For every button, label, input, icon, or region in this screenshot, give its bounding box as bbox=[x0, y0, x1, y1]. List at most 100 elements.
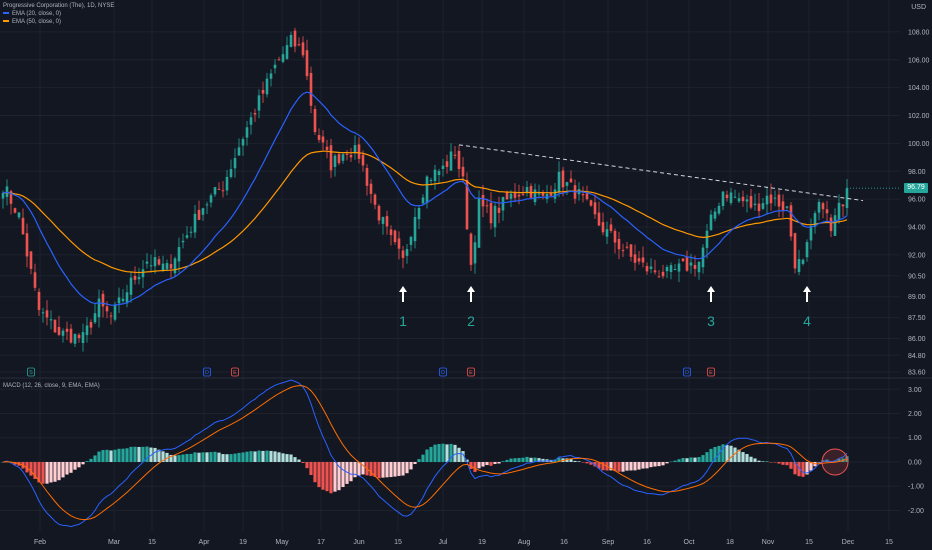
candle-body[interactable] bbox=[109, 315, 113, 317]
candle-body[interactable] bbox=[265, 78, 269, 95]
candle-body[interactable] bbox=[349, 154, 353, 158]
candle-body[interactable] bbox=[749, 195, 753, 208]
candle-body[interactable] bbox=[361, 154, 365, 166]
candle-body[interactable] bbox=[357, 144, 361, 159]
candle-body[interactable] bbox=[161, 263, 165, 271]
candle-body[interactable] bbox=[801, 259, 805, 264]
ema20-legend[interactable]: EMA (20, close, 0) bbox=[3, 11, 61, 17]
candle-body[interactable] bbox=[105, 306, 109, 312]
candle-body[interactable] bbox=[85, 325, 89, 336]
candle-body[interactable] bbox=[353, 145, 357, 154]
candle-body[interactable] bbox=[101, 293, 105, 307]
candle-body[interactable] bbox=[465, 180, 469, 230]
candle-body[interactable] bbox=[157, 259, 161, 265]
time-tick-label[interactable]: Mar bbox=[108, 539, 121, 546]
candle-body[interactable] bbox=[29, 251, 33, 269]
candle-body[interactable] bbox=[621, 250, 625, 252]
candle-body[interactable] bbox=[829, 217, 833, 232]
candle-body[interactable] bbox=[225, 176, 229, 191]
candle-body[interactable] bbox=[453, 154, 457, 156]
candle-body[interactable] bbox=[777, 194, 781, 207]
candle-body[interactable] bbox=[525, 187, 529, 192]
candle-body[interactable] bbox=[329, 145, 333, 171]
candle-body[interactable] bbox=[745, 199, 749, 202]
price-pane[interactable]: 1 2 3 4 S D E D E D E bbox=[1, 27, 900, 377]
macd-tick-label[interactable]: -2.00 bbox=[908, 508, 924, 515]
candle-body[interactable] bbox=[49, 319, 53, 321]
dividend-marker[interactable] bbox=[203, 367, 211, 377]
candle-body[interactable] bbox=[277, 59, 281, 61]
candle-body[interactable] bbox=[293, 30, 297, 47]
candle-body[interactable] bbox=[21, 217, 25, 235]
candle-body[interactable] bbox=[365, 168, 369, 186]
time-tick-label[interactable]: 16 bbox=[560, 539, 568, 546]
candle-body[interactable] bbox=[669, 265, 673, 272]
candle-body[interactable] bbox=[405, 249, 409, 256]
candle-body[interactable] bbox=[813, 213, 817, 227]
time-tick-label[interactable]: May bbox=[275, 539, 289, 546]
dividend-marker[interactable] bbox=[683, 367, 691, 377]
candle-body[interactable] bbox=[253, 113, 257, 115]
candle-body[interactable] bbox=[373, 194, 377, 205]
candle-body[interactable] bbox=[833, 215, 837, 236]
time-axis[interactable]: Feb Mar 15 Apr 19 May 17 Jun 15 Jul 19 Aug 16 Sep 16 Oc… bbox=[34, 539, 893, 546]
candle-body[interactable] bbox=[69, 328, 73, 343]
candle-body[interactable] bbox=[633, 254, 637, 263]
candle-body[interactable] bbox=[65, 328, 69, 332]
candle-body[interactable] bbox=[489, 202, 493, 224]
candle-body[interactable] bbox=[697, 261, 701, 273]
candle-body[interactable] bbox=[817, 201, 821, 213]
candle-body[interactable] bbox=[421, 197, 425, 204]
candle-body[interactable] bbox=[61, 330, 65, 336]
candle-body[interactable] bbox=[25, 233, 29, 257]
time-tick-label[interactable]: Sep bbox=[602, 539, 615, 546]
candle-body[interactable] bbox=[141, 269, 145, 278]
candle-body[interactable] bbox=[597, 212, 601, 226]
candle-body[interactable] bbox=[437, 171, 441, 176]
candle-body[interactable] bbox=[569, 178, 573, 183]
candle-body[interactable] bbox=[449, 151, 453, 171]
time-tick-label[interactable]: Jun bbox=[353, 539, 364, 546]
candle-body[interactable] bbox=[45, 310, 49, 318]
candle-body[interactable] bbox=[685, 256, 689, 271]
time-tick-label[interactable]: 19 bbox=[478, 539, 486, 546]
candle-body[interactable] bbox=[565, 182, 569, 186]
price-tick-label[interactable]: 83.60 bbox=[908, 370, 926, 377]
candle-body[interactable] bbox=[385, 216, 389, 227]
candle-body[interactable] bbox=[117, 297, 121, 304]
time-tick-label[interactable]: 15 bbox=[885, 539, 893, 546]
candle-body[interactable] bbox=[97, 298, 101, 318]
earnings-marker[interactable] bbox=[467, 367, 475, 377]
price-tick-label[interactable]: 92.00 bbox=[908, 252, 926, 259]
candle-body[interactable] bbox=[513, 192, 517, 198]
candle-body[interactable] bbox=[181, 240, 185, 243]
candle-body[interactable] bbox=[149, 265, 153, 267]
price-tick-label[interactable]: 96.00 bbox=[908, 197, 926, 204]
candle-body[interactable] bbox=[581, 194, 585, 196]
time-tick-label[interactable]: Aug bbox=[518, 539, 531, 546]
price-tick-label[interactable]: 106.00 bbox=[908, 57, 930, 64]
candle-body[interactable] bbox=[549, 193, 553, 196]
candle-body[interactable] bbox=[321, 136, 325, 143]
candle-body[interactable] bbox=[517, 194, 521, 197]
candle-body[interactable] bbox=[657, 276, 661, 278]
candle-body[interactable] bbox=[285, 45, 289, 59]
candle-body[interactable] bbox=[229, 169, 233, 177]
candle-body[interactable] bbox=[129, 277, 133, 295]
time-tick-label[interactable]: 18 bbox=[726, 539, 734, 546]
candle-body[interactable] bbox=[81, 332, 85, 344]
candle-body[interactable] bbox=[629, 244, 633, 257]
candle-body[interactable] bbox=[537, 193, 541, 195]
candle-body[interactable] bbox=[665, 266, 669, 272]
price-tick-label[interactable]: 87.50 bbox=[908, 315, 926, 322]
candle-body[interactable] bbox=[661, 271, 665, 277]
candle-body[interactable] bbox=[641, 257, 645, 263]
macd-axis[interactable]: 3.00 2.00 1.00 0.00 -1.00 -2.00 bbox=[908, 387, 924, 515]
candle-body[interactable] bbox=[77, 334, 81, 339]
candle-body[interactable] bbox=[429, 179, 433, 181]
candle-body[interactable] bbox=[281, 54, 285, 62]
candle-body[interactable] bbox=[593, 202, 597, 215]
candle-body[interactable] bbox=[677, 263, 681, 272]
candle-body[interactable] bbox=[113, 304, 117, 320]
time-tick-label[interactable]: Jul bbox=[439, 539, 448, 546]
